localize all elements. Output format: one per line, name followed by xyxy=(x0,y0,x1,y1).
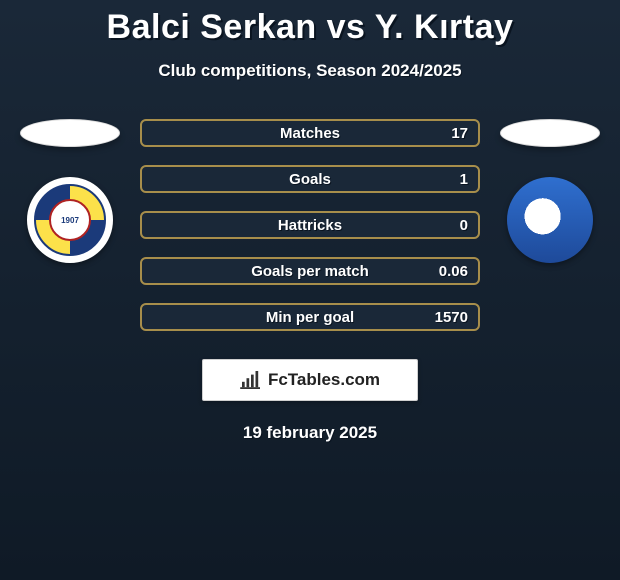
stat-label: Hattricks xyxy=(278,217,342,234)
stat-label: Goals xyxy=(289,171,331,188)
page-title: Balci Serkan vs Y. Kırtay xyxy=(0,8,620,47)
brand-badge[interactable]: FcTables.com xyxy=(202,359,418,401)
fenerbahce-logo-ring: 1907 xyxy=(34,184,106,256)
stat-value-right: 1570 xyxy=(435,309,468,326)
left-club-logo: 1907 xyxy=(27,177,113,263)
stat-row-min-per-goal: Min per goal 1570 xyxy=(140,303,480,331)
stat-row-goals-per-match: Goals per match 0.06 xyxy=(140,257,480,285)
bar-chart-icon xyxy=(240,371,262,389)
stat-label: Matches xyxy=(280,125,340,142)
date-text: 19 february 2025 xyxy=(0,423,620,443)
comparison-body: 1907 Matches 17 Goals 1 Hattricks 0 Goal… xyxy=(0,119,620,331)
right-player-column xyxy=(500,119,600,263)
stat-value-right: 17 xyxy=(451,125,468,142)
stat-label: Min per goal xyxy=(266,309,354,326)
left-player-column: 1907 xyxy=(20,119,120,263)
stats-list: Matches 17 Goals 1 Hattricks 0 Goals per… xyxy=(140,119,480,331)
stat-row-goals: Goals 1 xyxy=(140,165,480,193)
stat-value-right: 0.06 xyxy=(439,263,468,280)
right-player-pill xyxy=(500,119,600,147)
left-player-pill xyxy=(20,119,120,147)
stat-row-matches: Matches 17 xyxy=(140,119,480,147)
comparison-card: Balci Serkan vs Y. Kırtay Club competiti… xyxy=(0,0,620,443)
stat-row-hattricks: Hattricks 0 xyxy=(140,211,480,239)
stat-value-right: 1 xyxy=(460,171,468,188)
right-club-logo xyxy=(507,177,593,263)
stat-value-right: 0 xyxy=(460,217,468,234)
stat-label: Goals per match xyxy=(251,263,369,280)
subtitle: Club competitions, Season 2024/2025 xyxy=(0,61,620,81)
brand-text: FcTables.com xyxy=(268,370,380,390)
fenerbahce-logo-center: 1907 xyxy=(49,199,91,241)
